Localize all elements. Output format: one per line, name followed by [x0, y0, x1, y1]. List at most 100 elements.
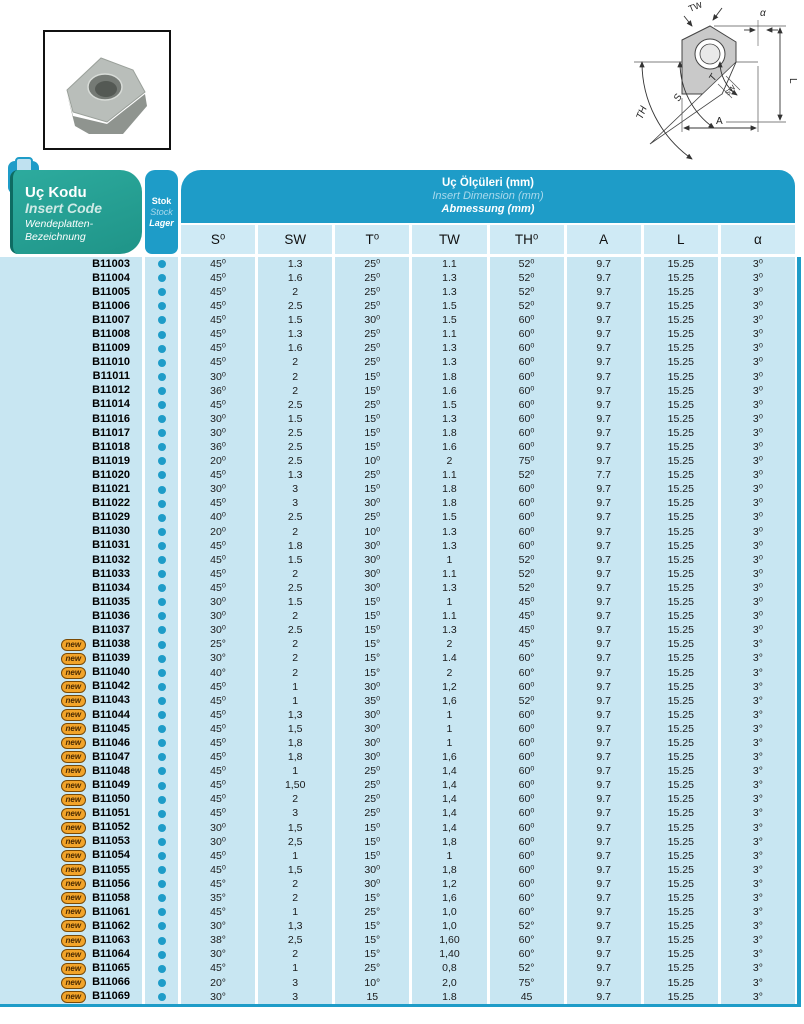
insert-code: B11016: [92, 412, 130, 425]
table-row: B11007 45⁰ 1.5 30⁰ 1.5 60⁰ 9.7 15.25 3⁰: [0, 313, 795, 328]
value-cell: 15.25: [643, 623, 718, 638]
value-cell: 9.7: [566, 369, 641, 384]
table-row: new B11066 20° 3 10° 2,0 75° 9.7 15.25 3°: [0, 975, 795, 990]
value-cell: 2: [258, 383, 333, 398]
value-cell: 1.3: [412, 412, 487, 427]
value-cell: 9.7: [566, 877, 641, 892]
value-cell: 60⁰: [489, 806, 564, 821]
column-header-1: S⁰: [181, 225, 256, 254]
new-badge: new: [60, 751, 87, 764]
value-cell: 9.7: [566, 989, 641, 1004]
value-cell: 15.25: [643, 806, 718, 821]
code-cell: new B11042: [0, 679, 142, 694]
value-cell: 9.7: [566, 496, 641, 511]
table-body: B11003 45⁰ 1.3 25⁰ 1.1 52⁰ 9.7 15.25 3⁰ B11004 45⁰…: [0, 257, 795, 1004]
stock-dot: [157, 894, 166, 903]
insert-code: B11029: [92, 511, 130, 524]
value-cell: 1,5: [258, 722, 333, 737]
value-cell: 20°: [181, 975, 256, 990]
value-cell: 9.7: [566, 426, 641, 441]
insert-code: B11063: [92, 934, 130, 947]
new-badge: new: [60, 638, 87, 651]
stock-dot: [157, 809, 166, 818]
value-cell: 3⁰: [720, 496, 795, 511]
value-cell: 3°: [720, 863, 795, 878]
table-row: new B11058 35° 2 15° 1,6 60° 9.7 15.25 3°: [0, 891, 795, 906]
value-cell: 30⁰: [335, 722, 410, 737]
value-cell: 15.25: [643, 327, 718, 342]
value-cell: 25⁰: [335, 355, 410, 370]
value-cell: 3°: [720, 848, 795, 864]
value-cell: 35°: [181, 891, 256, 906]
value-cell: 3⁰: [720, 567, 795, 582]
stock-cell: [145, 961, 178, 976]
value-cell: 40⁰: [181, 510, 256, 525]
value-cell: 15°: [335, 933, 410, 948]
value-cell: 20⁰: [181, 454, 256, 469]
value-cell: 60⁰: [489, 722, 564, 737]
value-cell: 15.25: [643, 510, 718, 525]
value-cell: 45⁰: [489, 623, 564, 638]
value-cell: 52°: [489, 961, 564, 976]
value-cell: 3⁰: [720, 341, 795, 356]
value-cell: 1.3: [412, 581, 487, 596]
stock-dot: [157, 556, 166, 565]
value-cell: 45⁰: [489, 609, 564, 624]
value-cell: 60⁰: [489, 383, 564, 398]
value-cell: 15°: [335, 665, 410, 680]
value-cell: 2: [258, 891, 333, 906]
value-cell: 1.8: [412, 482, 487, 497]
insert-code: B11054: [92, 849, 130, 862]
stock-dot: [157, 612, 166, 621]
value-cell: 9.7: [566, 651, 641, 666]
table-row: B11022 45⁰ 3 30⁰ 1.8 60⁰ 9.7 15.25 3⁰: [0, 496, 795, 511]
new-badge: new: [60, 990, 87, 1003]
value-cell: 15⁰: [335, 440, 410, 455]
value-cell: 9.7: [566, 792, 641, 807]
value-cell: 3°: [720, 961, 795, 976]
value-cell: 35⁰: [335, 693, 410, 708]
value-cell: 25⁰: [335, 271, 410, 286]
table-row: B11006 45⁰ 2.5 25⁰ 1.5 52⁰ 9.7 15.25 3⁰: [0, 299, 795, 314]
insert-code: B11008: [92, 328, 130, 341]
table-row: B11005 45⁰ 2 25⁰ 1.3 52⁰ 9.7 15.25 3⁰: [0, 285, 795, 300]
value-cell: 0,8: [412, 961, 487, 976]
table-row: new B11055 45⁰ 1,5 30⁰ 1,8 60⁰ 9.7 15.25 3°: [0, 863, 795, 878]
value-cell: 45⁰: [181, 313, 256, 328]
code-cell: new B11052: [0, 820, 142, 835]
value-cell: 3⁰: [720, 285, 795, 300]
value-cell: 45⁰: [489, 595, 564, 610]
value-cell: 45⁰: [181, 750, 256, 765]
value-cell: 30⁰: [181, 482, 256, 497]
new-badge: new: [60, 807, 87, 820]
value-cell: 45°: [181, 961, 256, 976]
stock-cell: [145, 877, 178, 892]
code-cell: new B11046: [0, 736, 142, 751]
value-cell: 60⁰: [489, 496, 564, 511]
value-cell: 3: [258, 496, 333, 511]
table-row: new B11046 45⁰ 1,8 30⁰ 1 60⁰ 9.7 15.25 3°: [0, 736, 795, 751]
value-cell: 25⁰: [335, 397, 410, 413]
value-cell: 2: [258, 665, 333, 680]
value-cell: 30⁰: [181, 412, 256, 427]
value-cell: 9.7: [566, 299, 641, 314]
value-cell: 3°: [720, 975, 795, 990]
stock-cell: [145, 552, 178, 568]
stock-cell: [145, 355, 178, 370]
insert-code: B11031: [92, 539, 130, 552]
stock-dot: [157, 541, 166, 550]
code-cell: B11033: [0, 567, 142, 582]
value-cell: 1,8: [258, 750, 333, 765]
code-cell: new B11058: [0, 891, 142, 906]
code-cell: new B11038: [0, 637, 142, 652]
stock-dot: [157, 626, 166, 635]
value-cell: 3⁰: [720, 383, 795, 398]
value-cell: 15°: [335, 919, 410, 934]
table-row: B11017 30⁰ 2.5 15⁰ 1.8 60⁰ 9.7 15.25 3⁰: [0, 426, 795, 441]
insert-code-title-en: Insert Code: [25, 200, 103, 216]
code-cell: new B11054: [0, 848, 142, 864]
value-cell: 75°: [489, 975, 564, 990]
table-row: B11029 40⁰ 2.5 25⁰ 1.5 60⁰ 9.7 15.25 3⁰: [0, 510, 795, 525]
value-cell: 30⁰: [335, 313, 410, 328]
value-cell: 15.25: [643, 736, 718, 751]
